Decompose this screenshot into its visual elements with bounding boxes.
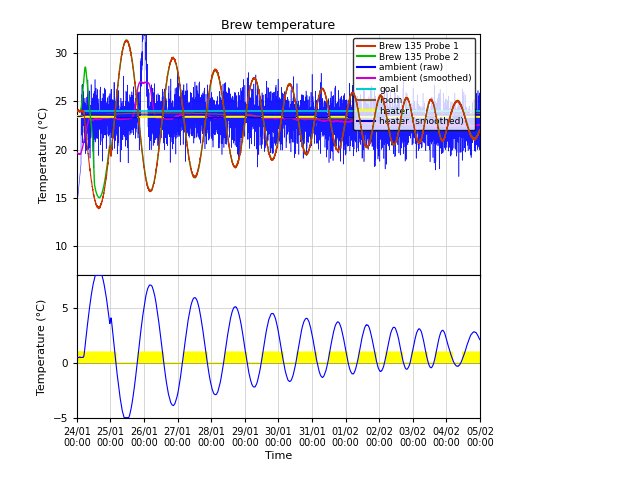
- Legend: Brew 135 Probe 1, Brew 135 Probe 2, ambient (raw), ambient (smoothed), goal, roo: Brew 135 Probe 1, Brew 135 Probe 2, ambi…: [353, 38, 476, 130]
- Y-axis label: Temperature (°C): Temperature (°C): [37, 299, 47, 395]
- X-axis label: Time: Time: [265, 451, 292, 461]
- Title: Brew temperature: Brew temperature: [221, 19, 335, 33]
- Y-axis label: Temperature (°C): Temperature (°C): [39, 107, 49, 203]
